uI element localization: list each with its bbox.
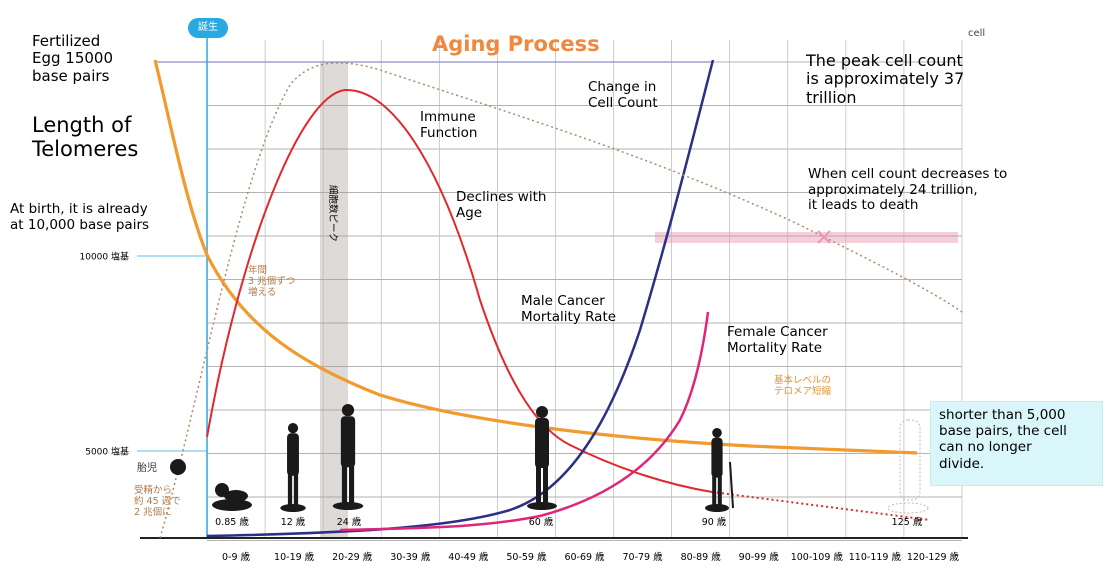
immune-curve — [206, 88, 713, 493]
fetus-label: 胎児 — [137, 463, 157, 474]
death-threshold-label: When cell count decreases to approximate… — [808, 166, 1008, 214]
child-figure-base — [280, 504, 306, 512]
adult-figure-head — [341, 404, 355, 417]
age-label: 12 歳 — [281, 516, 306, 528]
telomeres-label: Length of Telomeres — [32, 113, 139, 162]
elder-figure-torso — [711, 437, 723, 478]
child-figure-torso — [287, 433, 299, 476]
x-category-label: 20-29 歳 — [332, 551, 373, 563]
age-label: 60 歳 — [529, 516, 554, 528]
fertilized-egg-label: Fertilized Egg 15000 base pairs — [32, 32, 114, 85]
age-label: 90 歳 — [702, 516, 727, 528]
dotted-cell-curve — [159, 62, 963, 539]
x-category-label: 0-9 歳 — [222, 551, 251, 563]
baby-base — [212, 499, 252, 511]
x-category-label: 60-69 歳 — [564, 551, 605, 563]
telomere-curve — [153, 59, 918, 455]
x-category-label: 40-49 歳 — [448, 551, 489, 563]
unit-label: cell — [968, 28, 986, 39]
baby-body — [224, 490, 248, 502]
immune-curve-dotted — [711, 491, 931, 521]
fetus-note: 受精から 約 45 週で 2 兆個に — [134, 485, 181, 518]
middle-age-figure-base — [527, 502, 557, 510]
cell-division-callout: shorter than 5,000 base pairs, the cell … — [930, 401, 1103, 486]
x-category-label: 30-39 歳 — [390, 551, 431, 563]
adult-figure-base — [332, 502, 364, 510]
chart-title: Aging Process — [432, 32, 600, 56]
child-figure-head — [287, 423, 299, 434]
child-figure-leg-l — [287, 474, 293, 508]
age-label: 0.85 歳 — [215, 516, 249, 528]
y-tick-label: 5000 塩基 — [85, 446, 129, 458]
baseline-jp-note: 基本レベルの テロメア短縮 — [774, 375, 832, 397]
age-label: 24 歳 — [337, 516, 362, 528]
child-figure-leg-r — [293, 474, 299, 508]
x-category-label: 120-129 歳 — [907, 551, 960, 563]
elder-figure-leg-l — [712, 476, 717, 508]
adult-figure-torso — [340, 416, 356, 468]
ghost-base — [887, 502, 929, 514]
x-category-label: 10-19 歳 — [274, 551, 315, 563]
x-category-label: 80-89 歳 — [681, 551, 722, 563]
death-x-marker — [817, 230, 831, 244]
adult-figure-leg-r — [349, 465, 355, 506]
y-tick-label: 10000 塩基 — [80, 251, 130, 263]
cell-count-change-label: Change in Cell Count — [588, 79, 658, 111]
adult-figure-leg-l — [341, 465, 347, 506]
peak-band-label: 細胞数ピーク — [327, 185, 339, 242]
at-birth-label: At birth, it is already at 10,000 base p… — [10, 201, 150, 233]
x-category-label: 50-59 歳 — [506, 551, 547, 563]
fetus-figure — [170, 459, 186, 475]
x-category-label: 90-99 歳 — [739, 551, 780, 563]
declines-with-age-label: Declines with Age — [456, 189, 547, 221]
x-category-label: 70-79 歳 — [623, 551, 664, 563]
middle-age-figure-head — [536, 406, 548, 418]
elder-cane — [729, 461, 734, 509]
peak-cell-count-label: The peak cell count is approximately 37 … — [806, 51, 965, 107]
middle-age-figure-leg-r — [543, 466, 548, 506]
elder-figure-base — [705, 504, 729, 512]
death-threshold-band — [655, 232, 958, 243]
increase-jp-note: 年間 3 兆個ずつ 増える — [248, 265, 296, 298]
x-category-label: 110-119 歳 — [849, 551, 902, 563]
ghost-figure — [899, 419, 921, 501]
birth-marker: 誕生 — [188, 18, 228, 38]
male-cancer-label: Male Cancer Mortality Rate — [521, 293, 617, 325]
middle-age-figure-leg-l — [536, 466, 541, 506]
female-cancer-label: Female Cancer Mortality Rate — [727, 324, 828, 356]
x-category-label: 100-109 歳 — [791, 551, 844, 563]
middle-age-figure-torso — [535, 418, 549, 468]
elder-figure-head — [712, 428, 722, 438]
elder-figure-leg-r — [717, 476, 722, 508]
age-label: 125 歳 — [892, 516, 923, 528]
female-cancer-curve — [339, 311, 710, 532]
immune-function-label: Immune Function — [420, 109, 478, 141]
